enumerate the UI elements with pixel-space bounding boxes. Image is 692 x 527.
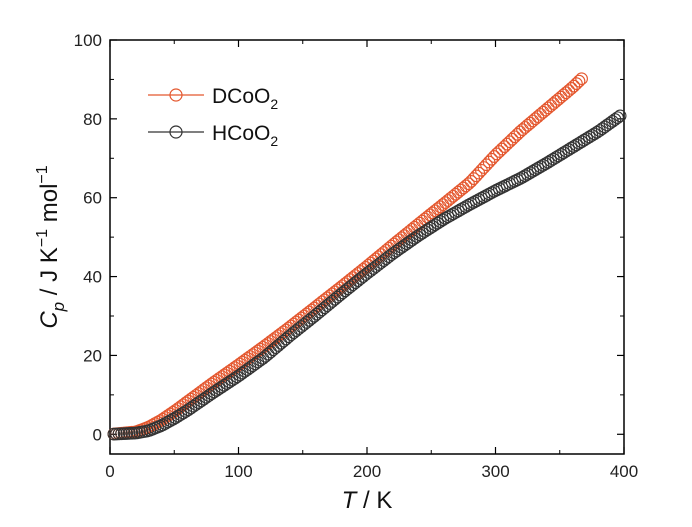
data-point: [500, 137, 514, 151]
y-tick-label: 60: [83, 189, 102, 208]
data-point: [562, 84, 576, 97]
data-point: [575, 72, 588, 86]
legend-label-hcoo2: HCoO2: [212, 122, 278, 149]
data-point: [493, 145, 506, 158]
data-point: [539, 103, 552, 117]
data-point: [531, 110, 545, 123]
data-point: [503, 135, 516, 149]
data-point: [495, 142, 509, 156]
data-point: [523, 116, 537, 130]
legend: DCoO2 HCoO2: [148, 85, 278, 149]
data-point: [536, 105, 550, 119]
data-point: [505, 132, 519, 146]
y-axis-title: Cp / J K−1 mol−1: [34, 165, 68, 328]
data-point: [570, 77, 583, 90]
data-point: [528, 112, 542, 126]
x-axis-title: T / K: [342, 487, 393, 514]
y-tick-label: 20: [83, 346, 102, 365]
data-point: [521, 118, 534, 132]
data-point: [564, 82, 578, 95]
data-point: [546, 97, 560, 110]
data-point: [541, 101, 555, 115]
legend-marker-hcoo2: [169, 125, 183, 139]
y-tick-label: 40: [83, 268, 102, 287]
data-point: [518, 121, 532, 134]
data-point: [544, 99, 558, 113]
legend-marker-dcoo2: [169, 88, 183, 102]
data-point: [487, 150, 501, 163]
legend-label-dcoo2: DCoO2: [212, 85, 278, 112]
data-point: [613, 109, 627, 123]
series-hcoo2: [107, 109, 627, 441]
x-tick-label: 400: [610, 462, 638, 481]
data-point: [526, 114, 540, 128]
data-point: [534, 108, 547, 121]
data-point: [490, 147, 504, 161]
data-point: [462, 177, 475, 191]
axis-ticks: 0 100 200 300 400 0 20 40 60 80 100: [74, 31, 639, 481]
x-tick-label: 100: [224, 462, 252, 481]
data-point: [567, 79, 581, 93]
data-point: [572, 74, 586, 88]
data-point: [516, 123, 529, 136]
data-point: [552, 92, 565, 106]
data-point: [559, 86, 573, 100]
data-point: [557, 88, 570, 102]
data-point: [498, 140, 511, 153]
x-tick-label: 300: [481, 462, 509, 481]
data-point: [508, 130, 522, 144]
data-point: [549, 95, 563, 108]
data-point: [611, 111, 624, 125]
data-series: [107, 72, 627, 441]
data-point: [513, 125, 527, 139]
y-tick-label: 0: [93, 425, 102, 444]
data-point: [510, 128, 524, 141]
data-point: [554, 90, 568, 104]
y-tick-label: 80: [83, 110, 102, 129]
y-tick-label: 100: [74, 31, 102, 50]
x-tick-label: 200: [353, 462, 381, 481]
x-tick-label: 0: [105, 462, 114, 481]
